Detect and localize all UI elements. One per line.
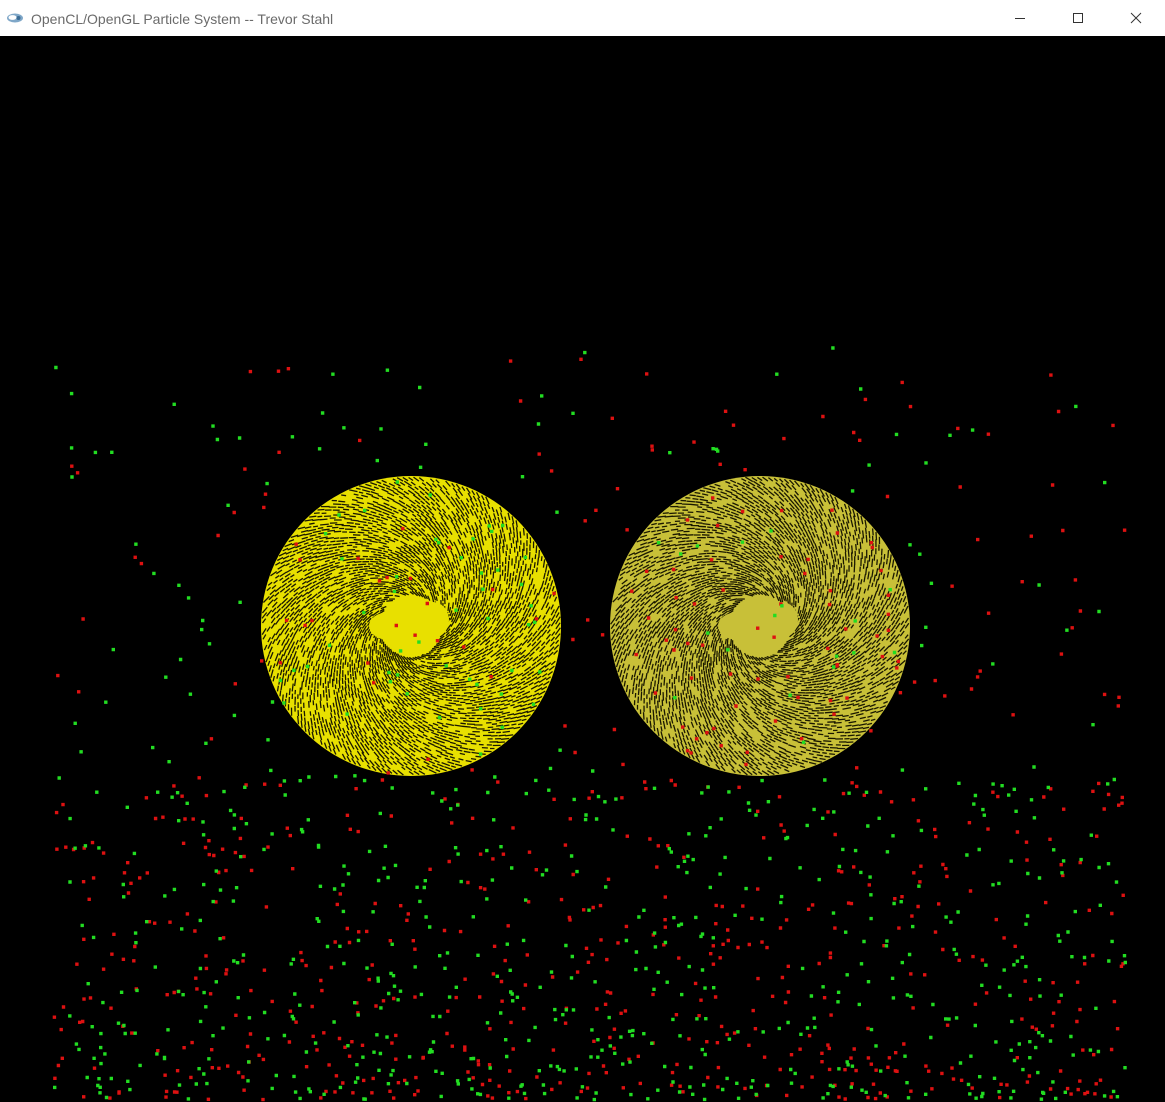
minimize-icon xyxy=(1015,18,1025,19)
close-button[interactable] xyxy=(1107,0,1165,36)
particle-scene[interactable] xyxy=(0,36,1165,1102)
right-sphere-core xyxy=(718,602,798,640)
maximize-button[interactable] xyxy=(1049,0,1107,36)
scene-background xyxy=(0,36,1165,1102)
spheres-layer xyxy=(261,476,910,776)
maximize-icon xyxy=(1073,13,1083,23)
window-title: OpenCL/OpenGL Particle System -- Trevor … xyxy=(31,10,334,27)
minimize-button[interactable] xyxy=(991,0,1049,36)
close-icon xyxy=(1130,12,1142,24)
opengl-app-icon xyxy=(6,9,24,27)
title-bar[interactable]: OpenCL/OpenGL Particle System -- Trevor … xyxy=(0,0,1165,36)
left-sphere-core xyxy=(369,602,449,640)
caption-buttons xyxy=(991,0,1165,36)
left-sphere xyxy=(261,476,561,776)
opengl-viewport[interactable] xyxy=(0,36,1165,1102)
right-sphere xyxy=(610,476,910,776)
